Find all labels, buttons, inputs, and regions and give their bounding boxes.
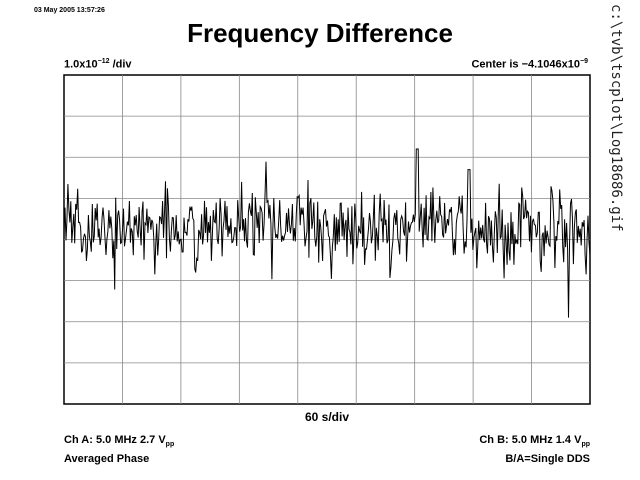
grid-lines [64,75,590,404]
channel-b-info: Ch B: 5.0 MHz 1.4 Vpp B/A=Single DDS [479,434,590,466]
file-path-label: c:\tvb\tscplot\Log18686.gif [608,4,624,232]
timestamp: 03 May 2005 13:57:26 [34,7,105,14]
frequency-trace [63,148,591,318]
vertical-scale-label: 1.0x10−12 /div [64,58,132,71]
chart-title: Frequency Difference [187,18,453,48]
horizontal-scale-label: 60 s/div [304,410,350,424]
center-value-label: Center is −4.1046x10−9 [471,58,588,71]
channel-a-info: Ch A: 5.0 MHz 2.7 Vpp Averaged Phase [64,434,175,466]
